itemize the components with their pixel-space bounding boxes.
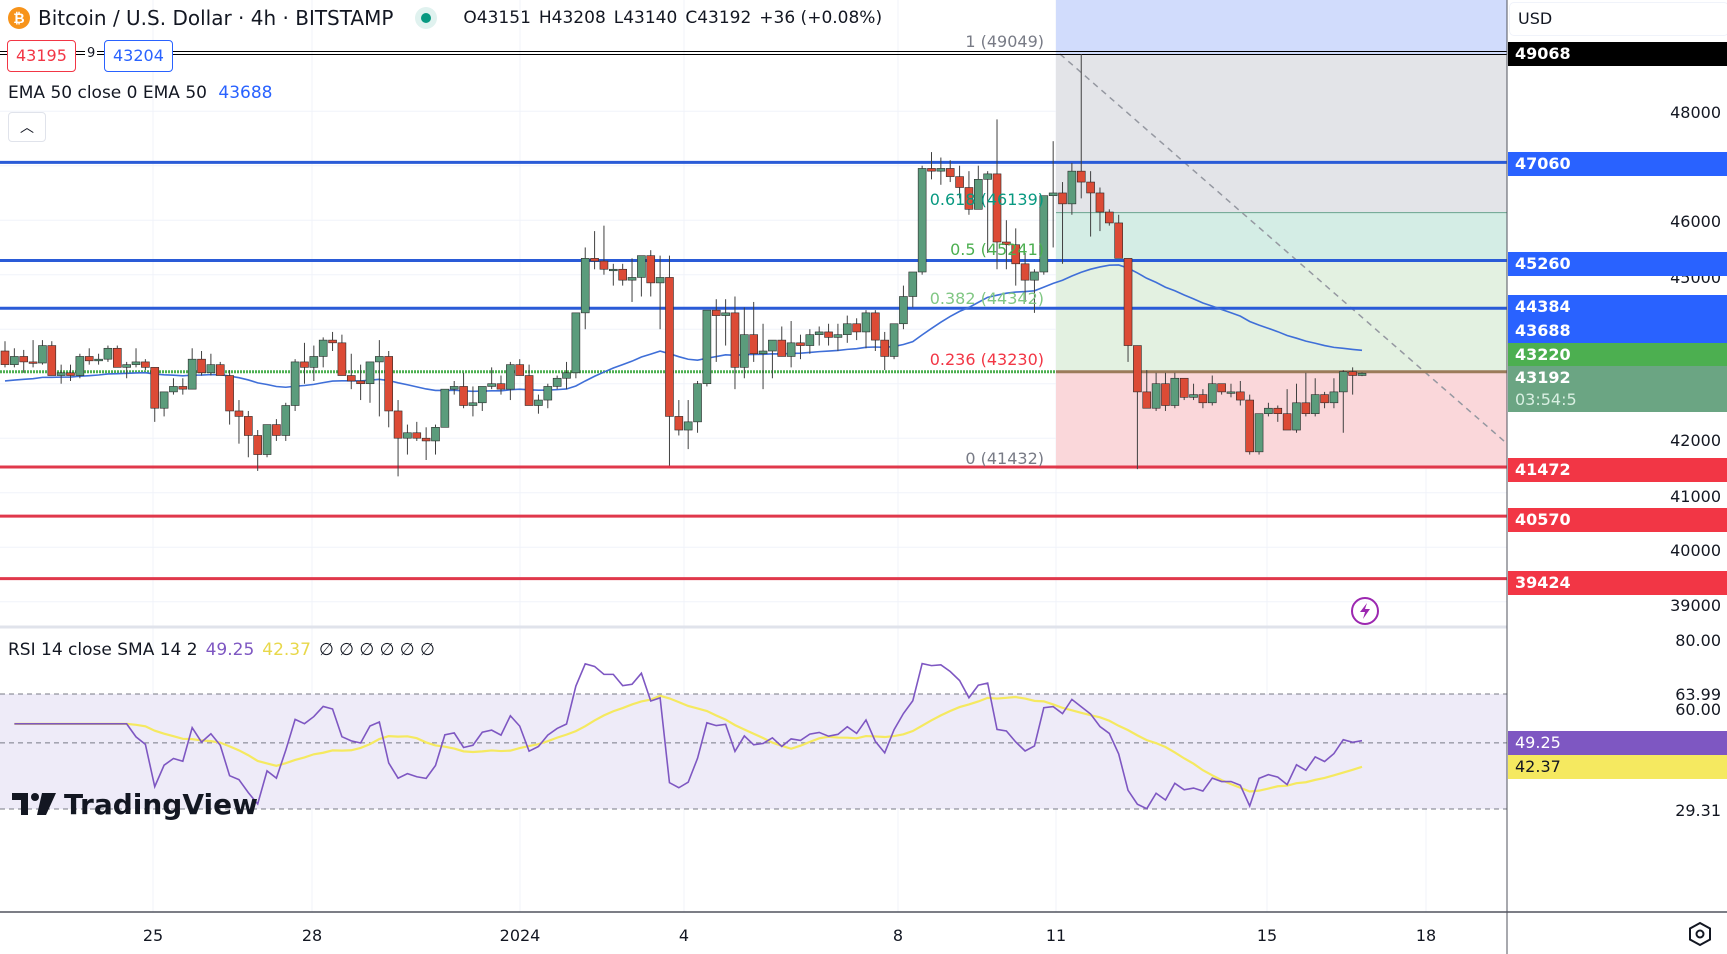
time-tick: 28 bbox=[301, 926, 323, 945]
price-tick: 48000 bbox=[1670, 103, 1721, 122]
ema-value: 43688 bbox=[218, 83, 273, 103]
buy-price-button[interactable]: 43204 bbox=[104, 40, 173, 72]
time-tick: 25 bbox=[142, 926, 164, 945]
high-value: H43208 bbox=[538, 8, 606, 28]
chevron-up-icon: ︿ bbox=[20, 120, 34, 136]
low-value: L43140 bbox=[613, 8, 678, 28]
horizontal-levels[interactable] bbox=[0, 51, 1507, 581]
open-value: O43151 bbox=[463, 8, 531, 28]
market-open-icon bbox=[415, 7, 438, 29]
bitcoin-icon: ₿ bbox=[8, 7, 30, 29]
price-tag: 45260 bbox=[1508, 252, 1727, 276]
close-value: C43192 bbox=[685, 8, 752, 28]
symbol-legend[interactable]: ₿ Bitcoin / U.S. Dollar · 4h · BITSTAMP … bbox=[8, 6, 882, 30]
rsi-value: 49.25 bbox=[205, 640, 255, 660]
fib-level-label: 0.236 (43230) bbox=[929, 350, 1044, 369]
rsi-tick: 80.00 bbox=[1675, 631, 1721, 650]
fibonacci-zones bbox=[1056, 0, 1508, 470]
spread-value: 9 bbox=[85, 46, 98, 61]
change-value: +36 (+0.08%) bbox=[759, 8, 883, 28]
tradingview-mark-icon bbox=[12, 792, 56, 815]
time-tick: 11 bbox=[1045, 926, 1067, 945]
time-tick: 18 bbox=[1415, 926, 1437, 945]
rsi-tick: 63.99 bbox=[1675, 685, 1721, 704]
candlestick-series bbox=[0, 54, 1367, 477]
price-tag: 44384 bbox=[1508, 295, 1727, 319]
time-tick: 2024 bbox=[499, 926, 541, 945]
price-tag: 43220 bbox=[1508, 343, 1727, 367]
bar-countdown: 03:54:5 bbox=[1515, 390, 1577, 409]
settings-hexagon-icon[interactable] bbox=[1687, 921, 1713, 947]
ema-legend[interactable]: EMA 50 close 0 EMA 50 43688 bbox=[8, 83, 272, 103]
fib-level-label: 1 (49049) bbox=[965, 32, 1044, 51]
rsi-tick: 60.00 bbox=[1675, 700, 1721, 719]
price-tick: 39000 bbox=[1670, 596, 1721, 615]
ohlc-values: O43151 H43208 L43140 C43192 +36 (+0.08%) bbox=[463, 8, 882, 28]
price-tag: 49068 bbox=[1508, 42, 1727, 66]
rsi-tick: 29.31 bbox=[1675, 801, 1721, 820]
price-tag: 47060 bbox=[1508, 152, 1727, 176]
fib-level-label: 0.382 (44342) bbox=[929, 289, 1044, 308]
lightning-icon[interactable] bbox=[1350, 596, 1380, 626]
fib-level-label: 0 (41432) bbox=[965, 449, 1044, 468]
symbol-title[interactable]: Bitcoin / U.S. Dollar · 4h · BITSTAMP bbox=[38, 6, 394, 30]
currency-selector[interactable]: USD bbox=[1510, 3, 1727, 35]
sell-price-button[interactable]: 43195 bbox=[7, 40, 76, 72]
time-tick: 4 bbox=[678, 926, 690, 945]
price-tick: 40000 bbox=[1670, 541, 1721, 560]
tradingview-logo-text: TradingView bbox=[64, 788, 258, 821]
time-tick: 8 bbox=[892, 926, 904, 945]
tradingview-logo[interactable]: TradingView bbox=[12, 788, 258, 821]
price-tag: 41472 bbox=[1508, 458, 1727, 482]
last-price-value: 43192 bbox=[1515, 368, 1571, 387]
rsi-pane bbox=[0, 625, 1507, 810]
fib-level-label: 0.5 (45241) bbox=[950, 240, 1044, 259]
time-tick: 15 bbox=[1256, 926, 1278, 945]
price-tag: 43688 bbox=[1508, 319, 1727, 343]
rsi-empty-values: ∅ ∅ ∅ ∅ ∅ ∅ bbox=[318, 640, 435, 660]
price-tick: 42000 bbox=[1670, 431, 1721, 450]
rsi-label: RSI 14 close SMA 14 2 bbox=[8, 640, 198, 660]
price-tag: 43192 03:54:5 bbox=[1508, 366, 1727, 412]
fib-level-label: 0.618 (46139) bbox=[929, 190, 1044, 209]
price-tick: 46000 bbox=[1670, 212, 1721, 231]
price-tick: 41000 bbox=[1670, 487, 1721, 506]
collapse-legend-button[interactable]: ︿ bbox=[8, 112, 46, 142]
rsi-tag: 42.37 bbox=[1508, 755, 1727, 779]
price-tag: 40570 bbox=[1508, 508, 1727, 532]
price-tag: 39424 bbox=[1508, 571, 1727, 595]
ema-label: EMA 50 close 0 EMA 50 bbox=[8, 83, 207, 103]
rsi-sma-value: 42.37 bbox=[262, 640, 311, 660]
rsi-tag: 49.25 bbox=[1508, 731, 1727, 755]
rsi-legend[interactable]: RSI 14 close SMA 14 2 49.25 42.37 ∅ ∅ ∅ … bbox=[8, 640, 435, 660]
